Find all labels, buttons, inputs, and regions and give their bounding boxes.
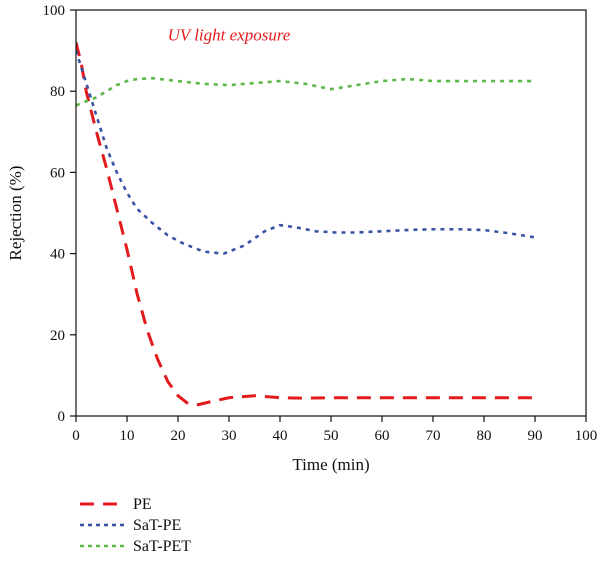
y-tick-label: 40: [50, 247, 65, 263]
legend: PE SaT-PE SaT-PET: [80, 496, 191, 555]
y-tick-label: 0: [58, 409, 66, 425]
y-tick-label: 20: [50, 328, 65, 344]
legend-item-pe: PE: [80, 496, 152, 513]
legend-label: SaT-PET: [133, 538, 191, 555]
x-axis-title: Time (min): [292, 455, 369, 474]
legend-item-sat-pe: SaT-PE: [80, 517, 181, 534]
y-axis-title: Rejection (%): [6, 166, 25, 261]
x-tick-label: 80: [477, 428, 492, 444]
x-tick-label: 40: [273, 428, 288, 444]
x-tick-label: 10: [120, 428, 135, 444]
x-tick-label: 100: [575, 428, 598, 444]
legend-item-sat-pet: SaT-PET: [80, 538, 191, 555]
y-tick-label: 80: [50, 84, 65, 100]
x-tick-label: 60: [375, 428, 390, 444]
series-line-pe: [76, 42, 535, 407]
axis-tick-labels: 0 10 20 30 40 50 60 70 80 90 100 0 20 40 60 80 100: [43, 3, 598, 444]
legend-label: PE: [133, 496, 152, 513]
y-tick-label: 60: [50, 165, 65, 181]
axis-ticks: [70, 9, 587, 422]
uv-light-annotation: UV light exposure: [168, 25, 291, 44]
x-tick-label: 90: [528, 428, 543, 444]
series-line-sat-pet: [76, 76, 535, 107]
series-layer: [76, 42, 536, 407]
x-tick-label: 0: [72, 428, 80, 444]
x-tick-label: 70: [426, 428, 441, 444]
y-tick-label: 100: [43, 3, 66, 19]
plot-frame: [75, 9, 587, 417]
x-tick-label: 50: [324, 428, 339, 444]
x-tick-label: 20: [171, 428, 186, 444]
legend-label: SaT-PE: [133, 517, 181, 534]
x-tick-label: 30: [222, 428, 237, 444]
